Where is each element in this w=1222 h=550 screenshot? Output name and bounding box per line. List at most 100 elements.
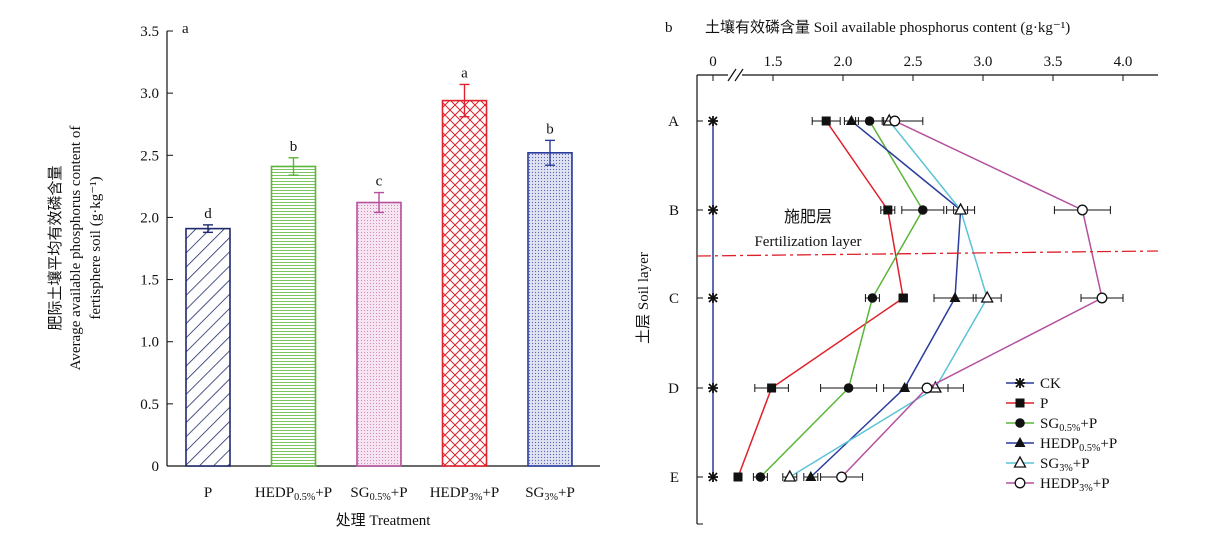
- legend-item-HEDP0.5%: HEDP0.5%+P: [1006, 436, 1117, 454]
- significance-letter: a: [461, 65, 468, 81]
- data-point: [980, 290, 994, 303]
- legend-marker: [1013, 455, 1027, 468]
- data-point: [1076, 204, 1088, 216]
- legend-label: CK: [1040, 376, 1061, 392]
- panel-a-ylabel-en-2: fertisphere soil (g·kg⁻¹): [88, 176, 104, 319]
- panel-b-top-title: 土壤有效磷含量 Soil available phosphorus conten…: [705, 18, 1070, 36]
- data-point: [928, 380, 942, 393]
- panel-a-ylabel-en-1: Average available phosphorus content of: [68, 126, 84, 371]
- panel-b-x-tick-label: 0: [709, 54, 717, 70]
- x-tick-label-P: P: [204, 485, 212, 501]
- star-stroke: [708, 116, 718, 126]
- panel-a-bars: d b c a b: [185, 65, 573, 467]
- series-line: [759, 120, 924, 478]
- data-point: [918, 205, 928, 215]
- axis-break-mark: [734, 68, 744, 82]
- data-point: [883, 205, 893, 215]
- panel-a-x-tick-labels: P HEDP0.5%+P SG0.5%+P HEDP3%+P SG3%+P: [204, 485, 575, 503]
- panel-a-y-axis: 0 0.5 1.0 1.5 2.0 2.5 3.0 3.5: [140, 24, 600, 475]
- layer-label-D: D: [668, 381, 679, 397]
- panel-b-x-tick-label: 4.0: [1114, 54, 1133, 70]
- fertilization-layer-boundary-line: [696, 250, 1159, 257]
- significance-letter: b: [290, 139, 298, 155]
- panel-b-axes: 0 1.5 2.0 2.5 3.0 3.5 4.0 A B C D E: [668, 54, 1158, 525]
- x-tick-label-SG0.5%+P: SG0.5%+P: [350, 485, 407, 503]
- panel-b-x-tick-label: 3.0: [974, 54, 993, 70]
- legend-item-HEDP3%: HEDP3%+P: [1006, 476, 1110, 494]
- legend-marker: [1014, 437, 1026, 447]
- panel-b-line-chart: b 土壤有效磷含量 Soil available phosphorus cont…: [635, 18, 1159, 525]
- fertilization-layer-label-en: Fertilization layer: [754, 234, 861, 250]
- panel-b-ylabel: 土层 Soil layer: [635, 252, 652, 344]
- legend-item-SG3%: SG3%+P: [1006, 455, 1090, 474]
- star-stroke: [708, 383, 718, 393]
- series-CK: [708, 116, 718, 482]
- panel-a-y-tick-label: 0.5: [140, 397, 159, 413]
- star-stroke: [708, 205, 718, 215]
- data-point: [949, 292, 961, 302]
- series-SG0.5%: [752, 116, 945, 482]
- data-point: [845, 115, 857, 125]
- layer-label-A: A: [668, 114, 679, 130]
- panel-b-y-title: 土层 Soil layer: [635, 252, 652, 344]
- data-point: [821, 116, 831, 126]
- bar-HEDP3%+P: [441, 99, 488, 467]
- data-point: [1096, 292, 1108, 304]
- panel-a-y-tick-label: 3.5: [140, 24, 159, 40]
- legend-marker: [1014, 477, 1026, 489]
- panel-b-x-tick-label: 1.5: [764, 54, 783, 70]
- panel-a-bar-chart: a 肥际土壤平均有效磷含量 Average available phosphor…: [46, 21, 600, 529]
- panel-b-x-tick-label: 2.0: [834, 54, 853, 70]
- bar-HEDP0.5%+P: [270, 165, 317, 467]
- x-tick-label-SG3%+P: SG3%+P: [525, 485, 575, 503]
- series-line: [810, 120, 962, 478]
- data-point: [921, 382, 933, 394]
- x-tick-label-HEDP0.5%+P: HEDP0.5%+P: [255, 485, 332, 503]
- panel-a-y-tick-label: 2.0: [140, 210, 159, 226]
- data-point: [755, 472, 766, 482]
- data-point: [898, 293, 908, 303]
- legend-marker: [1015, 418, 1025, 428]
- panel-a-xlabel: 处理 Treatment: [336, 512, 432, 529]
- legend-marker: [1015, 378, 1025, 388]
- star-stroke: [708, 293, 718, 303]
- fertilization-layer-label-cn: 施肥层: [784, 208, 832, 226]
- x-tick-label-HEDP3%+P: HEDP3%+P: [430, 485, 500, 503]
- legend-label: P: [1040, 396, 1048, 412]
- layer-label-E: E: [670, 470, 679, 486]
- panel-b-x-tick-label: 3.5: [1044, 54, 1063, 70]
- panel-b-x-tick-label: 2.5: [904, 54, 923, 70]
- panel-a-label: a: [182, 21, 189, 37]
- data-point: [836, 471, 848, 483]
- data-point: [708, 116, 718, 126]
- panel-a-y-tick-label: 1.0: [140, 335, 159, 351]
- data-point: [708, 472, 718, 482]
- legend-label: SG3%+P: [1040, 456, 1090, 474]
- axis-break-mark: [727, 68, 737, 82]
- panel-b-label: b: [665, 20, 673, 36]
- legend-marker: [1015, 398, 1025, 408]
- panel-a-y-tick-label: 3.0: [140, 86, 159, 102]
- legend-label: SG0.5%+P: [1040, 416, 1097, 434]
- bar-SG3%+P: [527, 152, 573, 467]
- data-point: [708, 205, 718, 215]
- data-point: [733, 472, 743, 482]
- data-point: [783, 469, 797, 482]
- series-P: [733, 116, 908, 482]
- significance-letter: b: [546, 121, 554, 137]
- panel-a-ylabel-cn: 肥际土壤平均有效磷含量: [46, 165, 64, 330]
- legend-item-P: P: [1006, 396, 1048, 412]
- data-point: [954, 202, 968, 215]
- star-stroke: [708, 472, 718, 482]
- data-point: [767, 383, 777, 393]
- panel-a-y-tick-label: 0: [152, 459, 160, 475]
- series-HEDP3%: [820, 115, 1124, 483]
- data-point: [843, 383, 854, 393]
- data-point: [708, 293, 718, 303]
- legend-item-SG0.5%: SG0.5%+P: [1006, 416, 1097, 434]
- panel-a-y-tick-label: 1.5: [140, 273, 159, 289]
- series-HEDP0.5%: [803, 115, 977, 481]
- panel-b-series: [708, 113, 1124, 483]
- bar-SG0.5%+P: [356, 201, 402, 467]
